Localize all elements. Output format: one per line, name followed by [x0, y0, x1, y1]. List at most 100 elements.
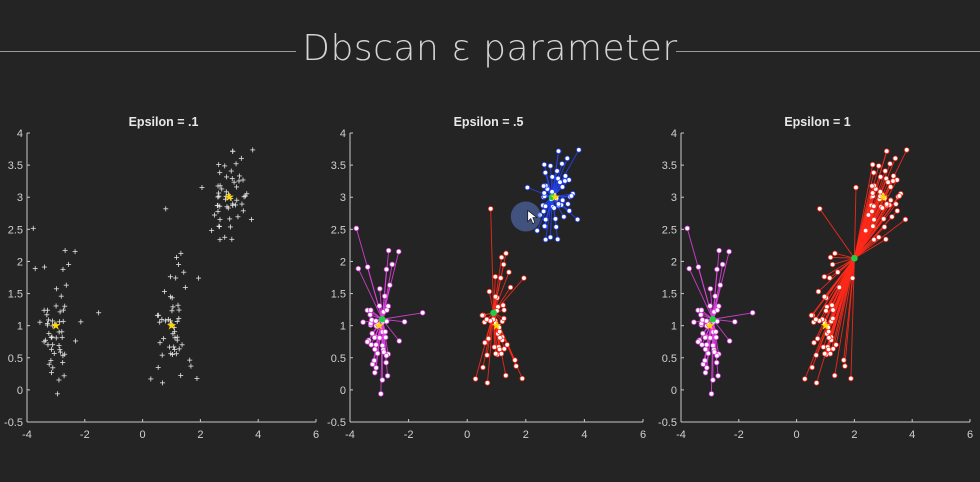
data-point [827, 254, 834, 261]
data-point [41, 264, 47, 270]
data-point [381, 349, 387, 355]
data-point [501, 315, 507, 322]
data-point [542, 203, 549, 209]
data-point [222, 163, 228, 169]
centroid-star: ★ [51, 319, 62, 333]
data-point [60, 307, 66, 313]
data-point [554, 236, 561, 243]
data-point [176, 346, 182, 352]
data-point [562, 178, 568, 184]
cluster-link [853, 164, 874, 259]
data-point [216, 190, 222, 196]
data-point [830, 346, 836, 352]
data-point [49, 346, 55, 352]
data-point [486, 288, 493, 295]
data-point [559, 197, 566, 203]
data-point [44, 320, 50, 326]
data-point [379, 377, 386, 383]
data-point [179, 342, 185, 348]
data-point [59, 334, 65, 340]
data-point [512, 357, 518, 363]
data-point [159, 352, 165, 358]
data-point [60, 360, 66, 366]
data-point [371, 357, 377, 364]
cluster-link [824, 257, 855, 278]
data-point [161, 289, 167, 295]
data-point [480, 364, 486, 371]
data-point [825, 346, 832, 353]
data-point [78, 319, 84, 325]
data-point [869, 161, 876, 168]
data-point [211, 212, 217, 218]
data-point [383, 266, 390, 273]
data-point [50, 318, 56, 324]
x-tick-label: 4 [255, 429, 261, 441]
data-point [53, 335, 59, 341]
data-point [871, 216, 877, 223]
data-point [513, 363, 519, 369]
x-tick-label: 2 [197, 429, 203, 441]
data-point [72, 249, 78, 255]
data-point [355, 265, 362, 272]
data-point [157, 340, 163, 346]
data-point [222, 234, 228, 240]
data-point [173, 275, 179, 281]
x-tick-label: 6 [640, 429, 646, 441]
centroid-star: ★ [374, 319, 385, 333]
data-point [889, 214, 895, 220]
data-point [384, 307, 390, 313]
data-point [373, 365, 379, 371]
data-point [58, 293, 64, 299]
data-point [162, 318, 168, 324]
cluster-link [551, 197, 557, 228]
data-point [813, 316, 819, 323]
data-point [691, 319, 697, 325]
data-point [880, 216, 887, 222]
cluster-link [815, 257, 855, 320]
data-point [159, 316, 165, 322]
data-point [894, 208, 901, 214]
data-point [881, 224, 888, 230]
x-tick-label: -2 [734, 429, 744, 441]
data-point [896, 193, 903, 199]
data-point [176, 262, 182, 268]
data-point [885, 179, 891, 185]
data-point [802, 376, 808, 382]
cluster-link [853, 185, 873, 259]
data-point [493, 350, 499, 357]
data-point [217, 203, 223, 209]
data-point [383, 359, 389, 366]
data-point [60, 353, 66, 359]
data-point [373, 342, 379, 348]
data-point [887, 184, 894, 190]
data-point [500, 261, 507, 268]
data-point [826, 335, 832, 341]
data-point [492, 294, 499, 300]
data-point [498, 351, 505, 357]
y-tick-label: 0.5 [8, 353, 23, 365]
data-point [576, 147, 582, 153]
data-point [485, 335, 492, 342]
data-point [551, 205, 557, 211]
data-point [503, 372, 509, 379]
data-point [50, 365, 56, 371]
data-point [217, 217, 223, 223]
x-tick-label: -4 [345, 429, 355, 441]
data-point [890, 178, 896, 184]
data-point [224, 174, 230, 180]
centroid-star: ★ [224, 190, 235, 204]
data-point [524, 184, 531, 191]
data-point [565, 201, 571, 207]
data-point [703, 318, 710, 324]
y-tick-label: 0 [17, 385, 23, 397]
y-tick-label: 4 [340, 128, 346, 140]
data-point [233, 161, 239, 167]
data-point [884, 201, 890, 207]
data-point [161, 336, 167, 342]
data-point [157, 319, 163, 325]
data-point [214, 202, 220, 208]
data-point [171, 344, 177, 350]
data-point [540, 183, 547, 189]
data-point [368, 307, 374, 313]
